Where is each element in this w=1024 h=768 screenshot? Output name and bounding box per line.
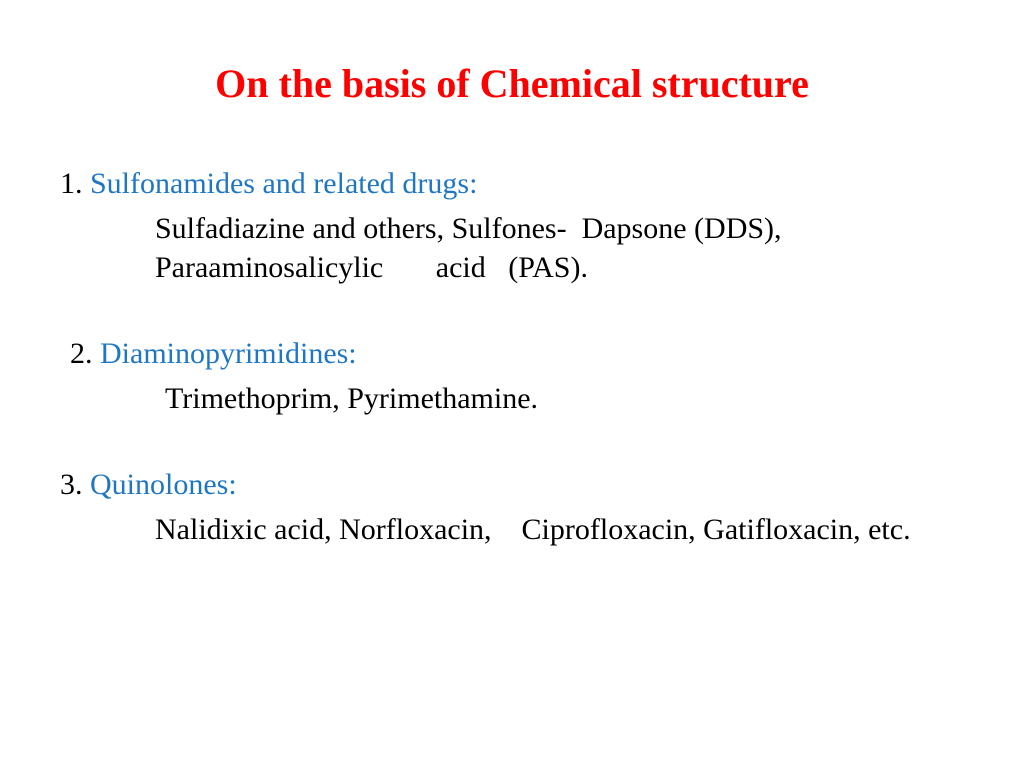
item-head: 1. Sulfonamides and related drugs:: [60, 167, 964, 201]
list-item: 2. Diaminopyrimidines: Trimethoprim, Pyr…: [70, 337, 964, 418]
item-number: 1.: [60, 167, 83, 200]
item-heading: Sulfonamides and related drugs:: [90, 167, 477, 200]
item-number: 2.: [70, 337, 93, 370]
item-number: 3.: [60, 468, 83, 501]
item-body: Nalidixic acid, Norfloxacin, Ciprofloxac…: [60, 510, 964, 549]
slide-title: On the basis of Chemical structure: [60, 60, 964, 107]
item-heading: Quinolones:: [90, 468, 237, 501]
item-body: Sulfadiazine and others, Sulfones- Dapso…: [60, 209, 964, 287]
item-body: Trimethoprim, Pyrimethamine.: [70, 379, 964, 418]
item-head: 2. Diaminopyrimidines:: [70, 337, 964, 371]
item-head: 3. Quinolones:: [60, 468, 964, 502]
slide-container: On the basis of Chemical structure 1. Su…: [0, 0, 1024, 768]
list-item: 3. Quinolones: Nalidixic acid, Norfloxac…: [60, 468, 964, 549]
list-item: 1. Sulfonamides and related drugs: Sulfa…: [60, 167, 964, 287]
item-heading: Diaminopyrimidines:: [100, 337, 357, 370]
